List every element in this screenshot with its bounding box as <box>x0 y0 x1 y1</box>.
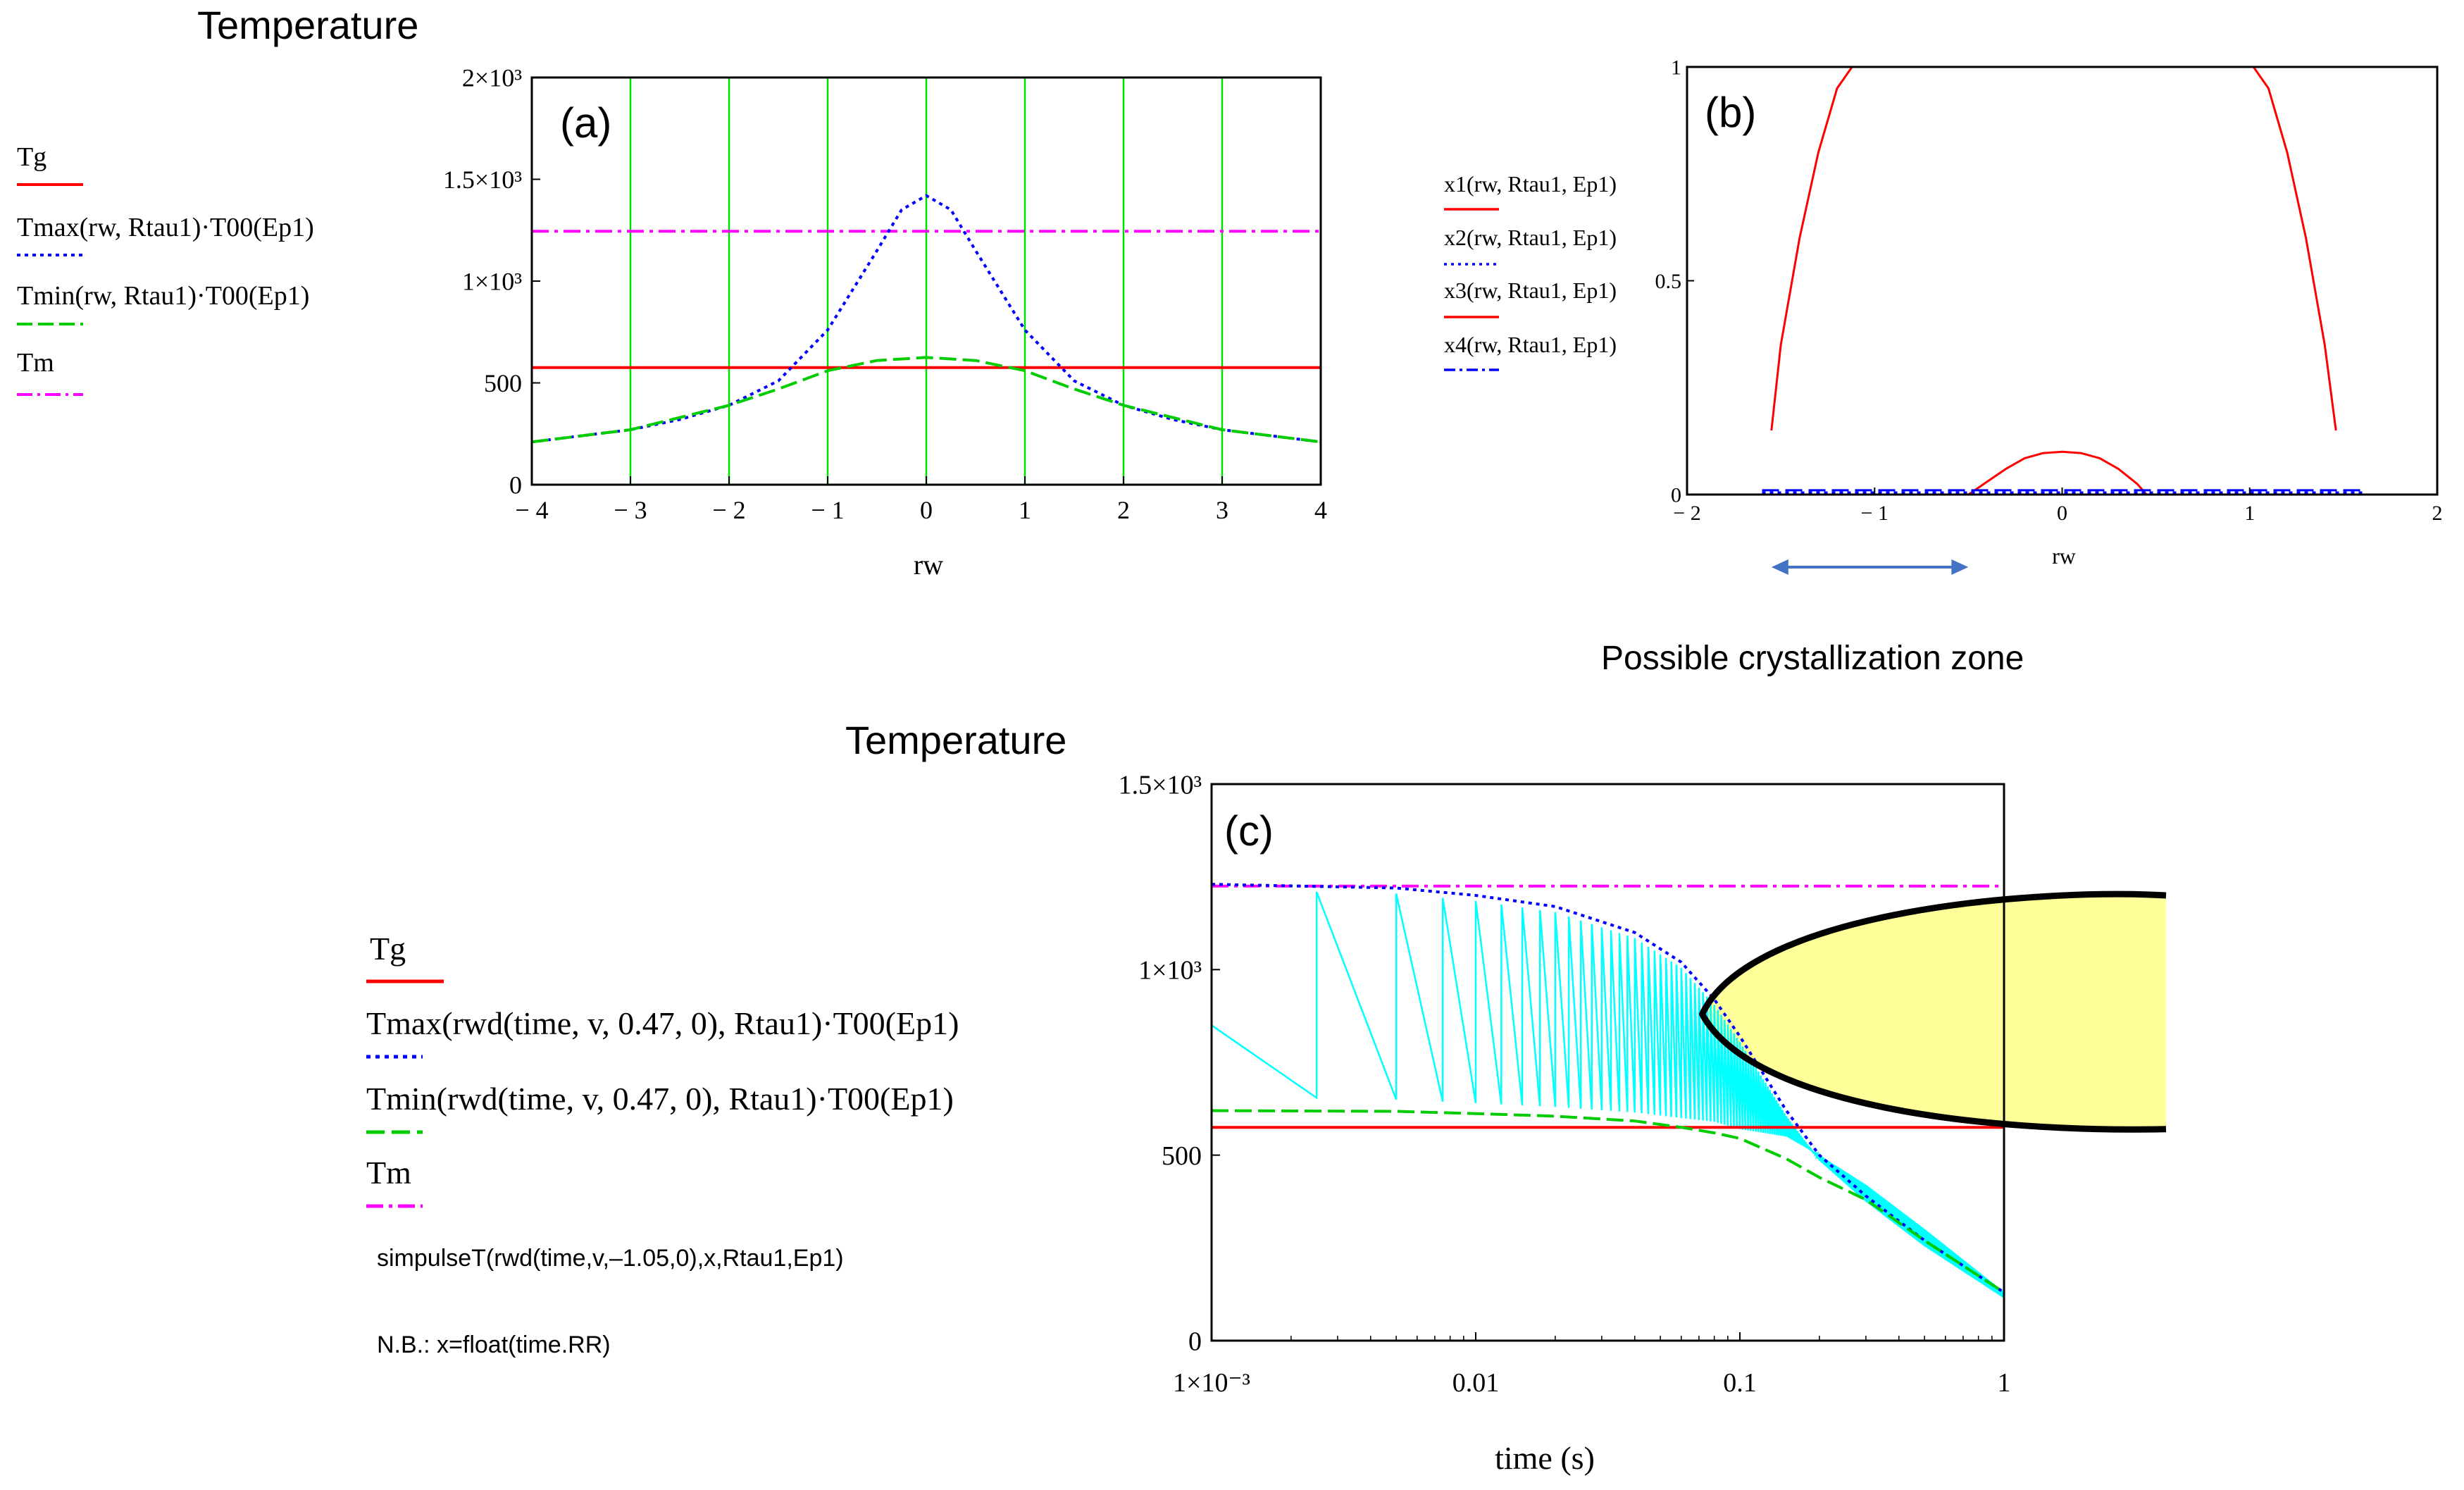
legend-c-tg-label: Tg <box>370 931 406 967</box>
arrow-head-right <box>1951 559 1969 575</box>
x-tick-label: 1 <box>1998 1368 2011 1398</box>
x-tick-label: − 4 <box>515 496 548 524</box>
legend-a-tm-label: Tm <box>17 348 54 378</box>
y-tick-label: 0 <box>1671 484 1681 507</box>
legend-c-tmax-label: Tmax(rwd(time, v, 0.47, 0), Rtau1)·T00(E… <box>366 1005 959 1041</box>
y-tick-label: 1 <box>1671 56 1681 80</box>
x-tick-label: 0 <box>2057 502 2067 525</box>
x-tick-label: 1×10⁻³ <box>1173 1368 1250 1398</box>
x-tick-label: 4 <box>1314 496 1327 524</box>
panel-b-frame <box>1686 66 2439 496</box>
series-simpulset-line <box>1211 891 2005 1298</box>
x-tick-label: − 1 <box>1861 502 1889 525</box>
x-tick-label: 2 <box>2432 502 2443 525</box>
panel-c-legend: Tg Tmax(rwd(time, v, 0.47, 0), Rtau1)·T0… <box>366 931 959 1358</box>
panel-a-plot: − 4 − 3 − 2 − 1 0 1 2 3 4 0 500 1×10³ 1.5×10³ 2×10³ <box>443 64 1327 524</box>
legend-b-x3-label: x3(rw, Rtau1, Ep1) <box>1444 278 1617 303</box>
panel-c-frame <box>1210 783 2005 1342</box>
y-tick-label: 0.5 <box>1655 270 1682 293</box>
x-tick-label: 2 <box>1117 496 1130 524</box>
panel-c-plot: 1×10⁻³ 0.01 0.1 1 0 500 1×10³ 1.5×10³ <box>1119 770 2167 1398</box>
legend-b-x1-label: x1(rw, Rtau1, Ep1) <box>1444 171 1617 197</box>
panel-a-label: (a) <box>560 99 611 147</box>
crystallization-region-fill <box>1702 894 2166 1130</box>
arrow-head-left <box>1771 559 1788 575</box>
crystallization-zone-arrow <box>1771 559 1969 575</box>
panel-a-legend: Tg Tmax(rw, Rtau1)·T00(Ep1) Tmin(rw, Rta… <box>17 142 314 396</box>
panel-a-xlabel: rw <box>914 549 943 581</box>
legend-b-x4-label: x4(rw, Rtau1, Ep1) <box>1444 332 1617 357</box>
series-x1-left-line <box>1770 66 1853 431</box>
panel-c-label: (c) <box>1224 807 1274 855</box>
panel-a: Temperature Tg Tmax(rw, Rtau1)·T00(Ep1) … <box>17 3 1327 581</box>
y-tick-label: 500 <box>1162 1141 1202 1171</box>
x-tick-label: 1 <box>1019 496 1031 524</box>
crystallization-zone-annotation: Possible crystallization zone <box>1601 640 2024 677</box>
x-tick-label: 0 <box>920 496 933 524</box>
panel-c-xlabel: time (s) <box>1495 1440 1595 1476</box>
panel-b-xlabel: rw <box>2052 543 2076 569</box>
series-tmax-line <box>531 194 1321 444</box>
x-tick-label: − 3 <box>614 496 647 524</box>
y-tick-label: 2×10³ <box>462 64 522 92</box>
x-tick-label: − 1 <box>811 496 844 524</box>
crystallization-region-outline <box>1699 890 2167 1133</box>
y-tick-label: 1×10³ <box>462 268 522 296</box>
panel-a-title: Temperature <box>197 3 418 47</box>
x-tick-label: 0.01 <box>1452 1368 1500 1398</box>
legend-c-note: N.B.: x=float(time.RR) <box>377 1331 611 1358</box>
x-tick-label: − 2 <box>1673 502 1700 525</box>
series-tmax-line <box>1211 883 2005 1294</box>
legend-c-tm-label: Tm <box>366 1155 411 1191</box>
legend-a-tg-label: Tg <box>17 142 46 172</box>
legend-a-tmax-label: Tmax(rw, Rtau1)·T00(Ep1) <box>17 213 314 242</box>
panel-b: x1(rw, Rtau1, Ep1) x2(rw, Rtau1, Ep1) x3… <box>1444 56 2443 677</box>
series-x3-line <box>1967 450 2148 496</box>
x-tick-label: − 2 <box>712 496 745 524</box>
series-x1-right-line <box>2252 66 2337 431</box>
y-tick-label: 1×10³ <box>1138 956 1202 986</box>
legend-c-tmin-label: Tmin(rwd(time, v, 0.47, 0), Rtau1)·T00(E… <box>366 1081 954 1117</box>
y-tick-label: 0 <box>509 471 522 499</box>
panel-c-title: Temperature <box>845 718 1066 762</box>
series-tmin-line <box>1211 1109 2005 1294</box>
y-tick-label: 500 <box>484 369 522 397</box>
panel-b-plot: − 2 − 1 0 1 2 0 0.5 1 <box>1655 56 2443 526</box>
y-tick-label: 1.5×10³ <box>443 166 522 194</box>
panel-c: Temperature Tg Tmax(rwd(time, v, 0.47, 0… <box>366 718 2167 1476</box>
legend-c-simpulse-label: simpulseT(rwd(time,v,–1.05,0),x,Rtau1,Ep… <box>377 1245 844 1272</box>
y-tick-label: 1.5×10³ <box>1119 770 1202 800</box>
x-tick-label: 1 <box>2244 502 2255 525</box>
panel-b-label: (b) <box>1705 89 1756 136</box>
x-tick-label: 3 <box>1216 496 1228 524</box>
y-tick-label: 0 <box>1188 1327 1202 1356</box>
legend-b-x2-label: x2(rw, Rtau1, Ep1) <box>1444 225 1617 250</box>
series-tmin-line <box>531 356 1321 444</box>
legend-a-tmin-label: Tmin(rw, Rtau1)·T00(Ep1) <box>17 281 309 311</box>
x-tick-label: 0.1 <box>1723 1368 1757 1398</box>
panel-b-legend: x1(rw, Rtau1, Ep1) x2(rw, Rtau1, Ep1) x3… <box>1444 171 1617 371</box>
